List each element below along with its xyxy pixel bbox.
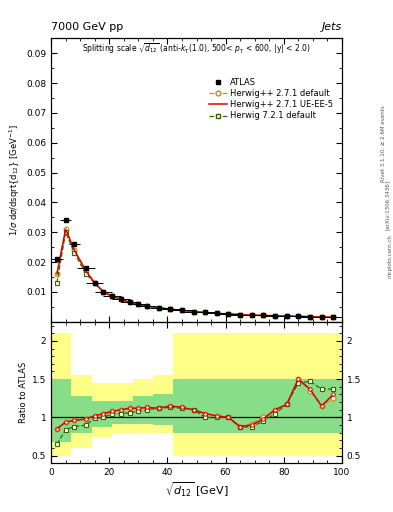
Text: Splitting scale $\sqrt{d_{12}}$ (anti-$k_{\rm T}$(1.0), 500< $p_{\rm T}$ < 600, : Splitting scale $\sqrt{d_{12}}$ (anti-$k… — [82, 41, 311, 56]
Y-axis label: 1/$\sigma$ d$\sigma$/dsqrt{d$_{12}$} [GeV$^{-1}$]: 1/$\sigma$ d$\sigma$/dsqrt{d$_{12}$} [Ge… — [7, 124, 22, 236]
Text: mcplots.cern.ch: mcplots.cern.ch — [388, 234, 393, 278]
Legend: ATLAS, Herwig++ 2.7.1 default, Herwig++ 2.7.1 UE-EE-5, Herwig 7.2.1 default: ATLAS, Herwig++ 2.7.1 default, Herwig++ … — [207, 77, 335, 122]
Text: 7000 GeV pp: 7000 GeV pp — [51, 22, 123, 32]
Text: Rivet 3.1.10, ≥ 2.6M events: Rivet 3.1.10, ≥ 2.6M events — [381, 105, 386, 182]
X-axis label: $\sqrt{d_{12}}$ [GeV]: $\sqrt{d_{12}}$ [GeV] — [165, 480, 228, 499]
Text: [arXiv:1306.3436]: [arXiv:1306.3436] — [385, 180, 389, 230]
Y-axis label: Ratio to ATLAS: Ratio to ATLAS — [19, 362, 28, 423]
Text: Jets: Jets — [321, 22, 342, 32]
